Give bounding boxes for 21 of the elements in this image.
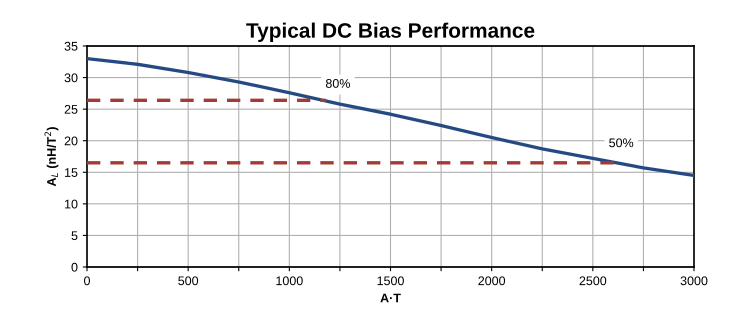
y-tick-label: 5 (72, 231, 78, 240)
annotation: 80% (326, 79, 350, 88)
y-axis-title: A$_{L}$ (nH/T$^{2}$) (44, 127, 58, 186)
y-tick-label: 25 (64, 104, 78, 114)
x-axis-title: A·T (380, 294, 401, 302)
chart-title: Typical DC Bias Performance (246, 22, 534, 42)
x-tick-label: 2000 (478, 276, 506, 286)
y-tick-label: 30 (64, 73, 78, 82)
x-tick-label: 0 (84, 276, 90, 286)
x-tick-label: 500 (178, 276, 198, 286)
y-tick-label: 0 (72, 262, 78, 272)
x-tick-label: 1000 (276, 276, 303, 286)
y-tick-label: 15 (65, 168, 78, 177)
y-tick-label: 20 (64, 136, 78, 146)
y-tick-label: 35 (64, 42, 78, 51)
x-tick-label: 2500 (580, 276, 606, 286)
x-tick-label: 3000 (680, 276, 708, 286)
annotation: 50% (609, 138, 634, 148)
y-tick-label: 10 (65, 200, 78, 209)
line-series (87, 56, 694, 178)
x-tick-label: 1500 (378, 276, 404, 286)
